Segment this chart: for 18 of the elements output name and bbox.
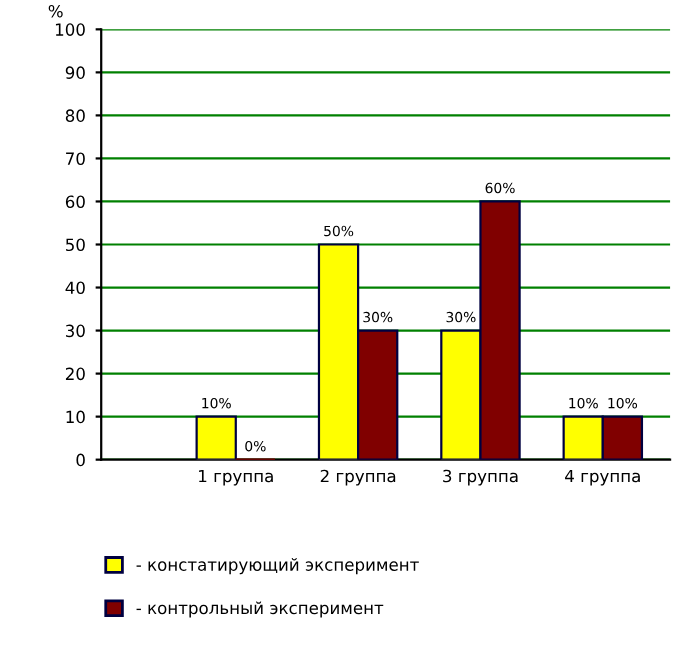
y-tick-label: 80: [65, 109, 85, 122]
x-tick-label: 4 группа: [565, 469, 640, 486]
y-tick-label: 100: [55, 23, 85, 36]
legend-label: - контрольный эксперимент: [136, 601, 384, 618]
y-tick-label: 0: [76, 453, 85, 467]
x-tick-label: 2 группа: [320, 469, 396, 486]
y-tick-label: 70: [66, 152, 85, 166]
y-tick-label: 30: [65, 324, 85, 338]
y-axis-title: %: [48, 4, 63, 18]
x-tick-label: 3 группа: [443, 469, 518, 486]
y-tick-label: 90: [65, 66, 85, 79]
y-tick-label: 10: [66, 410, 85, 424]
x-tick-label: 1 группа: [199, 469, 273, 486]
y-tick-label: 60: [65, 195, 85, 209]
y-tick-label: 50: [66, 238, 85, 252]
y-tick-label: 40: [65, 281, 85, 295]
y-tick-label: 20: [65, 367, 85, 381]
legend-label: - констатирующий эксперимент: [136, 558, 419, 575]
